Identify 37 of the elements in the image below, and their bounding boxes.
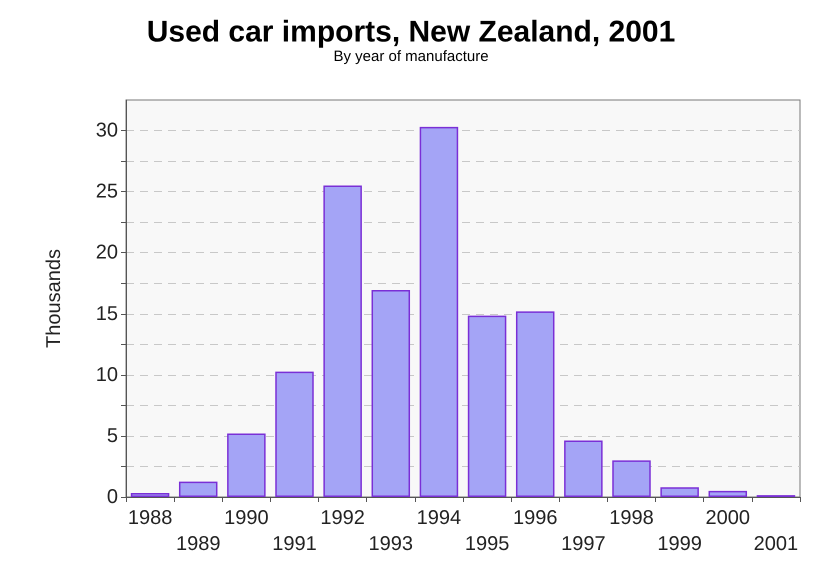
x-tick-label: 1997 bbox=[561, 533, 606, 555]
x-tick-label: 1996 bbox=[512, 507, 558, 529]
bar bbox=[275, 372, 314, 497]
x-tick-label: 1993 bbox=[368, 533, 414, 555]
x-tick-label: 2001 bbox=[754, 533, 798, 555]
y-tick-label: 25 bbox=[96, 180, 118, 203]
bar bbox=[178, 482, 218, 497]
x-tick-label: 1995 bbox=[464, 533, 510, 555]
bar bbox=[564, 440, 603, 497]
bar bbox=[227, 433, 266, 497]
x-tick-label: 1992 bbox=[320, 507, 365, 529]
bar bbox=[323, 186, 362, 497]
x-tick-label: 1988 bbox=[128, 507, 172, 529]
x-tick-label: 1989 bbox=[176, 533, 220, 555]
x-tick-label: 1999 bbox=[657, 533, 702, 555]
bar bbox=[372, 290, 410, 497]
y-tick-label: 0 bbox=[106, 486, 118, 508]
bar bbox=[660, 487, 699, 497]
y-tick-label: 5 bbox=[106, 424, 118, 447]
x-tick-label: 1990 bbox=[224, 507, 269, 529]
bar bbox=[420, 126, 458, 497]
chart-title: Used car imports, New Zealand, 2001 bbox=[146, 16, 676, 48]
y-tick-label: 15 bbox=[96, 302, 118, 325]
x-tick-label: 1991 bbox=[272, 533, 317, 555]
bar bbox=[516, 311, 554, 497]
y-tick-label: 10 bbox=[96, 364, 118, 386]
x-tick-label: 1994 bbox=[416, 507, 462, 529]
bar bbox=[468, 316, 506, 497]
bar bbox=[708, 490, 748, 497]
bar bbox=[130, 492, 170, 497]
chart-subtitle: By year of manufacture bbox=[333, 48, 489, 65]
bar bbox=[612, 460, 651, 497]
x-tick-label: 1998 bbox=[609, 507, 654, 529]
y-axis-title: Thousands bbox=[43, 249, 65, 348]
y-tick-label: 20 bbox=[96, 242, 118, 264]
y-tick-label: 30 bbox=[96, 120, 118, 142]
x-tick-label: 2000 bbox=[706, 507, 750, 529]
